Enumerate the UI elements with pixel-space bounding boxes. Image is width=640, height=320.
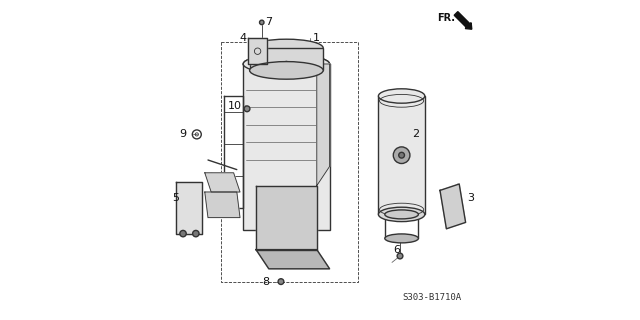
Polygon shape <box>440 184 466 229</box>
Circle shape <box>393 147 410 164</box>
Polygon shape <box>205 173 240 192</box>
Circle shape <box>244 106 250 112</box>
Polygon shape <box>176 182 202 234</box>
FancyBboxPatch shape <box>378 96 425 214</box>
Text: FR.: FR. <box>437 12 456 23</box>
Text: 10: 10 <box>228 100 242 111</box>
FancyBboxPatch shape <box>243 64 330 230</box>
Text: S303-B1710A: S303-B1710A <box>403 293 461 302</box>
Text: 8: 8 <box>262 276 269 287</box>
Text: 7: 7 <box>265 17 273 28</box>
Circle shape <box>193 230 199 237</box>
Text: 6: 6 <box>394 244 400 255</box>
Ellipse shape <box>385 210 419 219</box>
Ellipse shape <box>385 234 419 243</box>
Text: 9: 9 <box>179 129 186 140</box>
Polygon shape <box>317 64 330 186</box>
Ellipse shape <box>243 54 330 74</box>
Ellipse shape <box>243 54 330 74</box>
FancyBboxPatch shape <box>250 48 323 70</box>
Polygon shape <box>205 192 240 218</box>
Ellipse shape <box>378 89 425 103</box>
Ellipse shape <box>250 39 323 57</box>
Polygon shape <box>256 250 330 269</box>
Ellipse shape <box>378 207 425 222</box>
Circle shape <box>260 20 264 25</box>
Text: 2: 2 <box>412 129 420 140</box>
FancyArrow shape <box>454 12 472 29</box>
Circle shape <box>180 230 186 237</box>
Circle shape <box>278 279 284 284</box>
Circle shape <box>399 152 404 158</box>
Text: 3: 3 <box>467 193 474 204</box>
Circle shape <box>284 61 289 67</box>
Text: 1: 1 <box>314 33 320 44</box>
Text: 5: 5 <box>173 193 179 204</box>
Text: 4: 4 <box>239 33 247 44</box>
Ellipse shape <box>250 61 323 79</box>
Circle shape <box>397 253 403 259</box>
Polygon shape <box>256 186 317 250</box>
Polygon shape <box>248 38 268 64</box>
